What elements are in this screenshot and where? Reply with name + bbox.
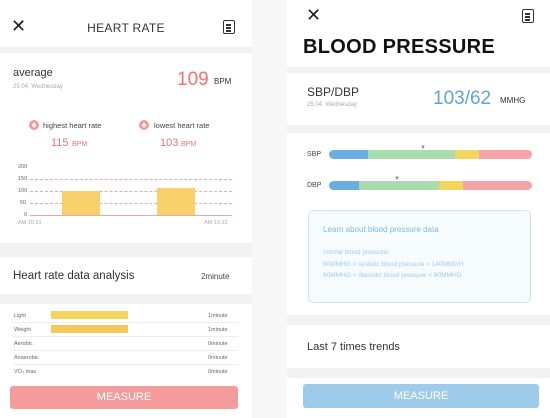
y-tick-label: 0	[24, 212, 28, 218]
divider	[287, 368, 550, 378]
axis-line	[30, 215, 232, 216]
metric-label: SBP/DBP	[307, 85, 360, 99]
heart-rate-screen: ✕ HEART RATE average 25.04, Wednesday 10…	[0, 0, 252, 418]
measure-button[interactable]: MEASURE	[10, 386, 238, 409]
chart-bar	[157, 188, 195, 215]
y-tick-label: 50	[20, 200, 27, 206]
heart-icon	[139, 120, 149, 130]
blood-pressure-screen: ✕ BLOOD PRESSURE SBP/DBP 25.04, Wednesda…	[287, 0, 550, 418]
divider	[0, 294, 252, 304]
average-date: 25.04, Wednesday	[13, 84, 63, 90]
x-end-label: AM 10:32	[204, 220, 228, 226]
info-line: 60MMHG < diastolic blood pressure < 90MM…	[323, 272, 462, 279]
zone-value: 1minute	[208, 327, 228, 333]
document-icon[interactable]	[223, 20, 235, 34]
divider	[12, 336, 238, 337]
zone-value: 0minute	[208, 341, 228, 347]
average-unit: BPM	[214, 77, 232, 86]
page-title: BLOOD PRESSURE	[303, 36, 496, 58]
close-icon[interactable]: ✕	[306, 5, 322, 26]
grid-line	[30, 179, 232, 180]
page-title: HEART RATE	[87, 21, 165, 35]
grid-line	[30, 203, 232, 204]
zone-bar	[51, 325, 128, 333]
lowest-unit: BPM	[181, 141, 197, 148]
panel-gap	[252, 0, 287, 418]
y-tick-label: 100	[18, 188, 28, 194]
zone-label: VO₂ max	[14, 369, 36, 375]
analysis-total: 2minute	[201, 272, 230, 281]
x-start-label: AM 10:31	[18, 220, 42, 226]
close-icon[interactable]: ✕	[11, 16, 27, 37]
dbp-marker: ▼	[394, 176, 400, 182]
highest-label: highest heart rate	[43, 121, 102, 130]
divider	[0, 47, 252, 53]
zone-label: Light	[14, 313, 26, 319]
zone-bar	[51, 311, 128, 319]
average-label: average	[13, 67, 53, 79]
divider	[287, 315, 550, 325]
sbp-marker: ▼	[420, 145, 426, 151]
analysis-title: Heart rate data analysis	[13, 270, 135, 282]
divider	[12, 322, 238, 323]
metric-unit: MMHG	[500, 96, 526, 105]
highest-unit: BPM	[72, 141, 88, 148]
measure-button[interactable]: MEASURE	[303, 384, 539, 408]
info-heading: normal blood pressure:	[323, 249, 390, 256]
divider	[287, 67, 550, 73]
highest-value: 115	[51, 137, 69, 149]
sbp-label: SBP	[307, 151, 322, 158]
y-tick-label: 150	[18, 176, 28, 182]
divider	[12, 364, 238, 365]
document-icon[interactable]	[522, 9, 534, 23]
zone-value: 0minute	[208, 369, 228, 375]
metric-value: 103/62	[433, 88, 492, 109]
zone-label: Anaerobic	[14, 355, 39, 361]
info-card[interactable]: Learn about blood pressure data normal b…	[308, 210, 531, 303]
metric-date: 25.04, Wednesday	[307, 102, 357, 108]
y-tick-label: 200	[18, 164, 28, 170]
zone-label: Aerobic	[14, 341, 33, 347]
info-title: Learn about blood pressure data	[323, 225, 439, 234]
grid-line	[30, 191, 232, 192]
divider	[287, 125, 550, 133]
zone-label: Weight	[14, 327, 32, 333]
divider	[12, 350, 238, 351]
trends-label: Last 7 times trends	[307, 341, 400, 353]
dbp-label: DBP	[307, 182, 322, 189]
heart-icon	[29, 120, 39, 130]
average-value: 109	[177, 69, 209, 90]
info-line: 90MMHG < systolic blood pressure < 140MM…	[323, 261, 464, 268]
lowest-value: 103	[160, 137, 179, 149]
zone-value: 1minute	[208, 313, 228, 319]
dbp-range-bar	[329, 181, 532, 190]
lowest-label: lowest heart rate	[154, 121, 210, 130]
zone-value: 0minute	[208, 355, 228, 361]
sbp-range-bar	[329, 150, 532, 159]
chart-bar	[62, 190, 100, 215]
divider	[0, 243, 252, 257]
